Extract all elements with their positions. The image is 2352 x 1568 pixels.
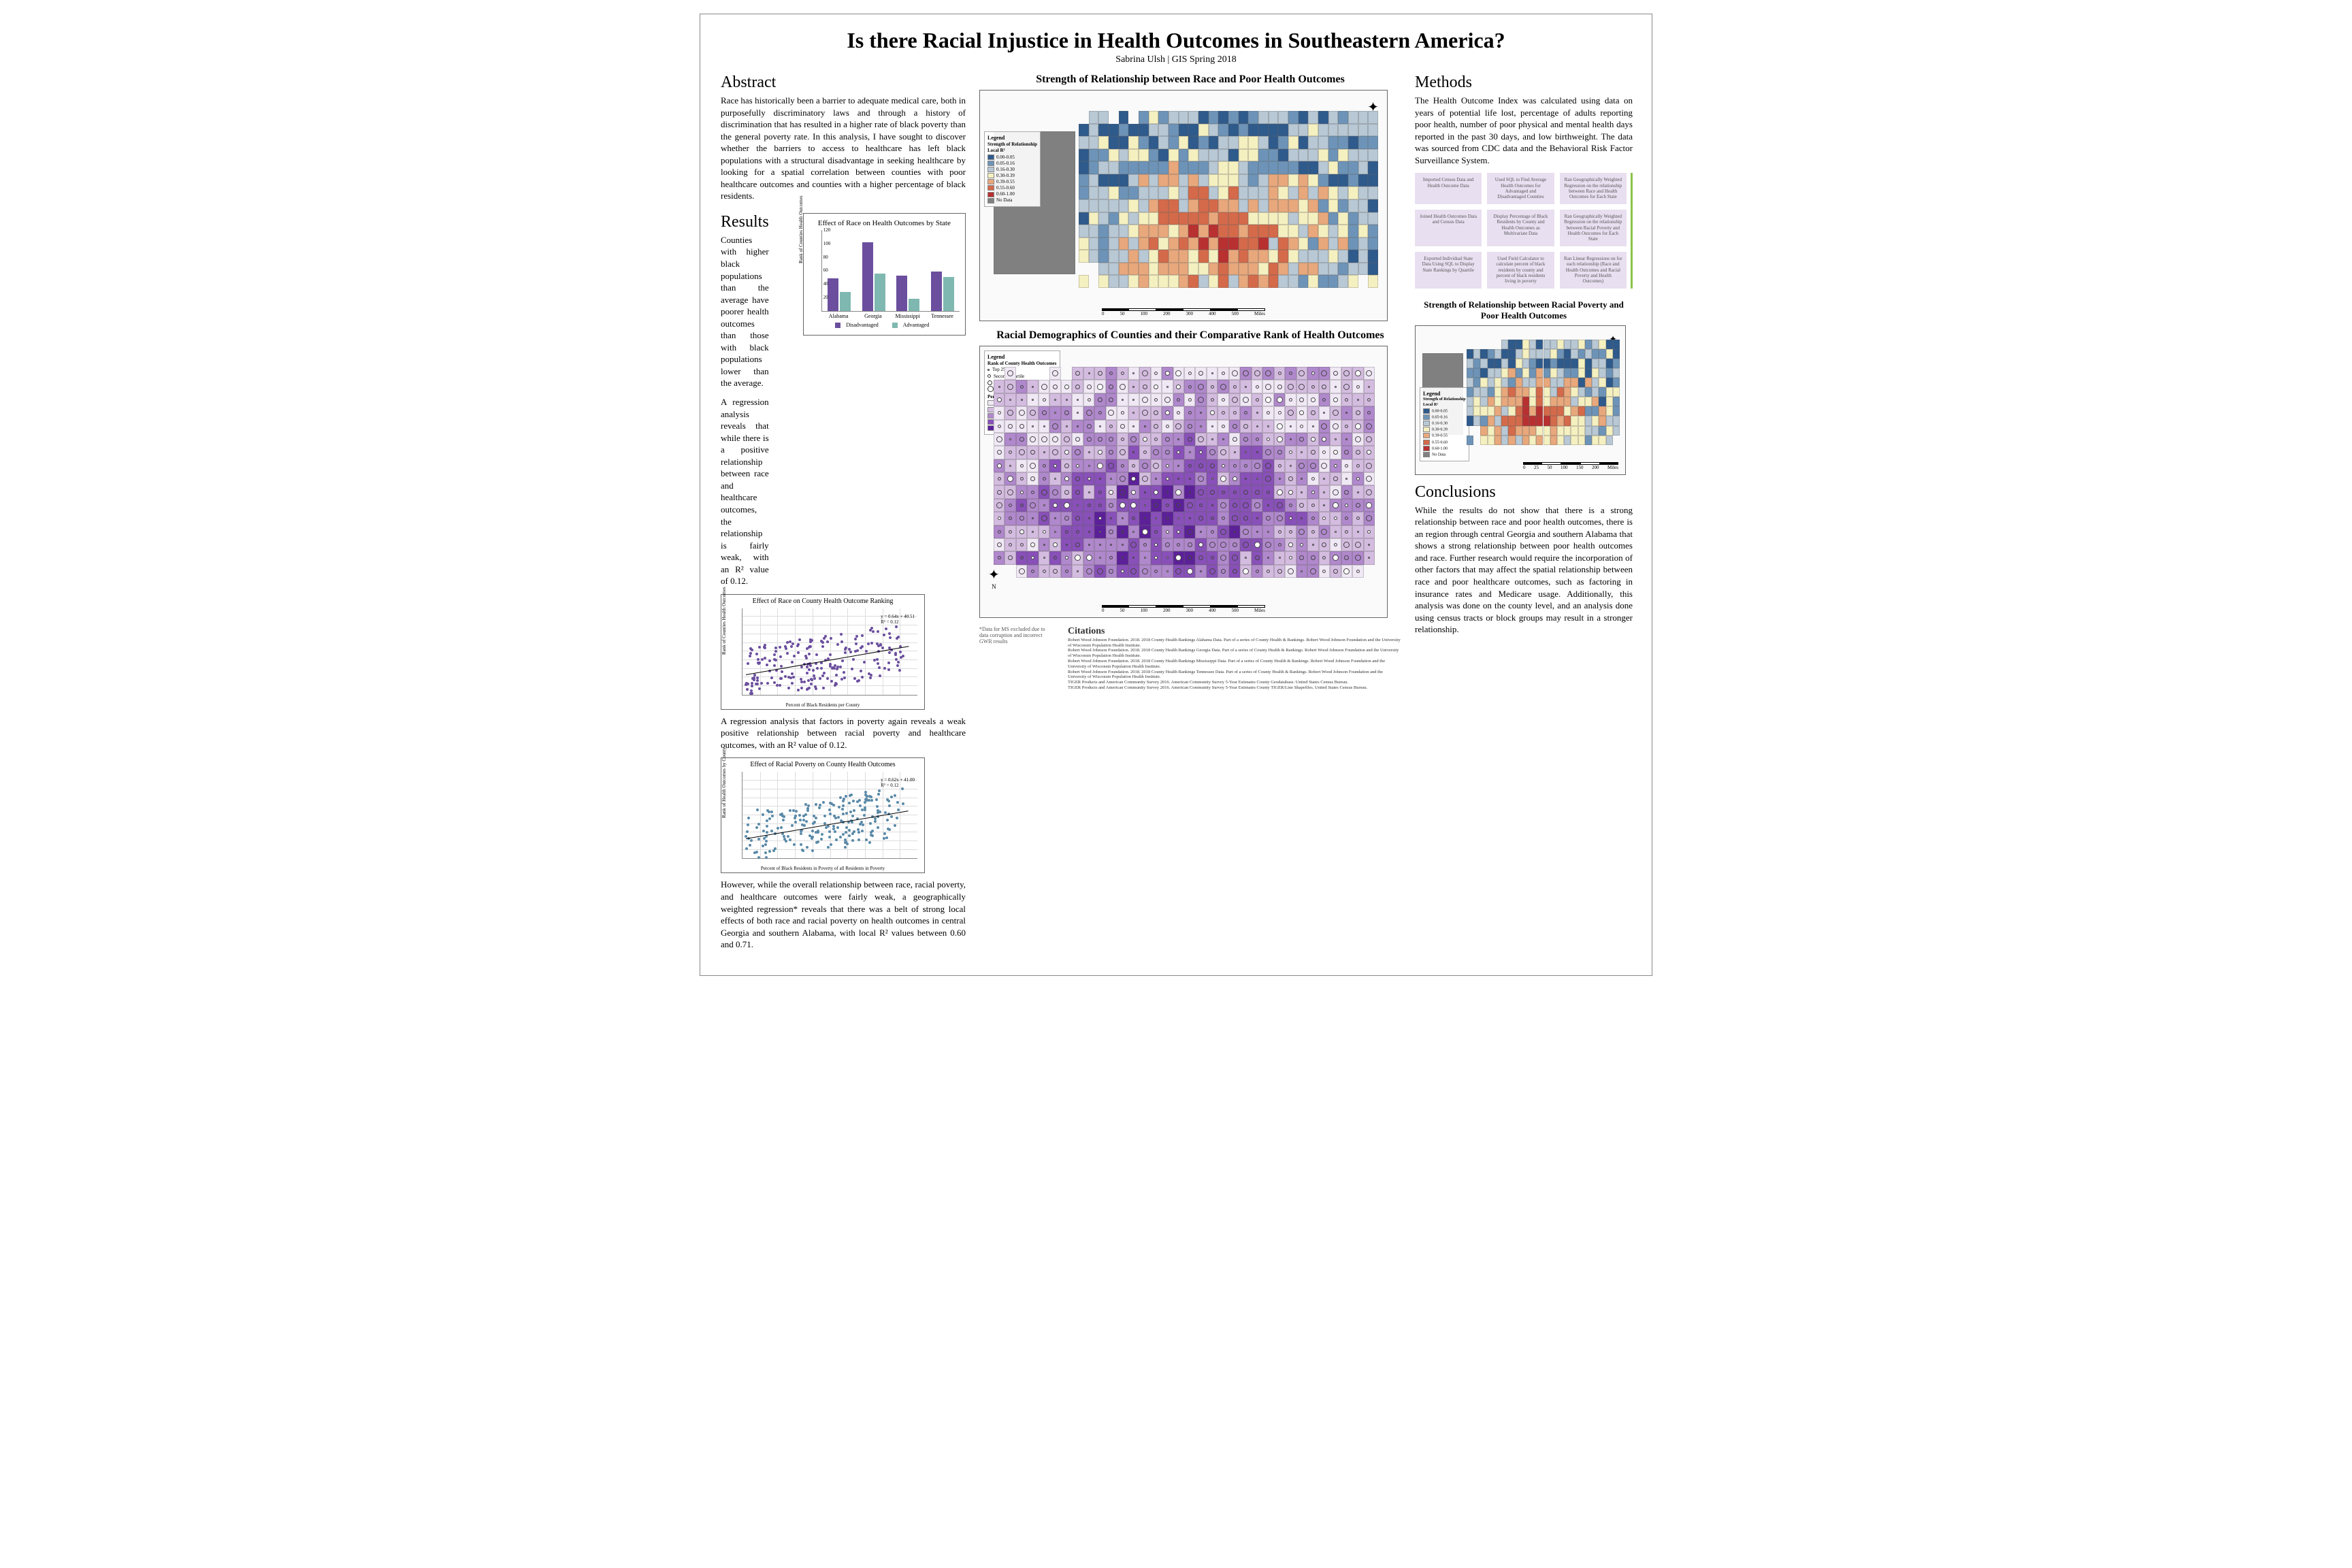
map3: ✦ LegendStrength of RelationshipLocal R²… — [1415, 325, 1626, 475]
map1-title: Strength of Relationship between Race an… — [979, 74, 1401, 86]
flow-step: Display Percentage of Black Residents by… — [1487, 210, 1554, 246]
results-p3: A regression analysis that factors in po… — [721, 715, 966, 751]
right-column: Methods The Health Outcome Index was cal… — [1415, 74, 1633, 962]
bar-labels: AlabamaGeorgiaMississippiTennessee — [821, 313, 960, 319]
flow-step: Used Field Calculator to calculate perce… — [1487, 252, 1554, 289]
scatter1-xlabel: Percent of Black Residents per County — [721, 702, 924, 708]
abstract-text: Race has historically been a barrier to … — [721, 95, 966, 202]
bar-chart: Effect of Race on Health Outcomes by Sta… — [803, 213, 966, 336]
citation-note: *Data for MS excluded due to data corrup… — [979, 626, 1054, 691]
bar-area: 20406080100120 — [821, 230, 960, 312]
methods-section: Methods The Health Outcome Index was cal… — [1415, 74, 1633, 289]
bar-legend: Disadvantaged Advantaged — [809, 322, 960, 328]
conclusions-text: While the results do not show that there… — [1415, 504, 1633, 636]
legend-dis: Disadvantaged — [846, 322, 879, 328]
scatter-race: Effect of Race on County Health Outcome … — [721, 594, 925, 710]
methods-text: The Health Outcome Index was calculated … — [1415, 95, 1633, 166]
flow-step: Exported Individual State Data Using SQL… — [1415, 252, 1482, 289]
results-p4: However, while the overall relationship … — [721, 879, 966, 950]
conclusions-heading: Conclusions — [1415, 483, 1633, 502]
results-heading: Results — [721, 213, 769, 231]
citations: *Data for MS excluded due to data corrup… — [979, 626, 1401, 691]
results-p1: Counties with higher black populations t… — [721, 234, 769, 389]
compass-icon: ✦ — [988, 566, 1000, 590]
methods-heading: Methods — [1415, 74, 1633, 92]
methods-flow: Imported Census Data and Health Outcome … — [1415, 173, 1633, 288]
scatter2-ylabel: Rank of Health Outcomes by County — [721, 747, 727, 818]
map3-title: Strength of Relationship between Racial … — [1415, 299, 1633, 321]
flow-step: Imported Census Data and Health Outcome … — [1415, 173, 1482, 204]
scatter1-eq: y = 0.64x + 40.51R² = 0.12 — [881, 614, 915, 625]
results-p2: A regression analysis reveals that while… — [721, 396, 769, 587]
abstract-section: Abstract Race has historically been a ba… — [721, 74, 966, 202]
title-block: Is there Racial Injustice in Health Outc… — [721, 28, 1631, 65]
left-column: Abstract Race has historically been a ba… — [721, 74, 966, 962]
legend-adv: Advantaged — [903, 322, 930, 328]
abstract-heading: Abstract — [721, 74, 966, 92]
conclusions-section: Conclusions While the results do not sho… — [1415, 483, 1633, 636]
map2: ✦ LegendRank of County Health OutcomesTo… — [979, 346, 1388, 618]
center-column: Strength of Relationship between Race an… — [979, 74, 1401, 962]
map1: ✦ LegendStrength of RelationshipLocal R²… — [979, 90, 1388, 321]
scatter1-ylabel: Rank of Counties Health Outcomes — [721, 587, 727, 655]
subtitle: Sabrina Ulsh | GIS Spring 2018 — [721, 54, 1631, 65]
map3-scalebar: 02550100150200Miles — [1523, 462, 1618, 470]
flow-step: Ran Geographically Weighted Regression o… — [1560, 210, 1627, 246]
scatter1-title: Effect of Race on County Health Outcome … — [721, 595, 924, 605]
scatter2-eq: y = 0.62x + 41.00R² = 0.12 — [881, 777, 915, 788]
citation-refs: Citations Robert Wood Johnson Foundation… — [1068, 626, 1401, 691]
page-title: Is there Racial Injustice in Health Outc… — [721, 28, 1631, 53]
flow-step: Used SQL to Find Average Health Outcomes… — [1487, 173, 1554, 204]
scatter2-title: Effect of Racial Poverty on County Healt… — [721, 758, 924, 768]
flow-step: Joined Health Outcomes Data and Census D… — [1415, 210, 1482, 246]
flow-step: Ran Linear Regressions on for each relat… — [1560, 252, 1627, 289]
bar-chart-title: Effect of Race on Health Outcomes by Sta… — [809, 219, 960, 227]
map2-title: Racial Demographics of Counties and thei… — [979, 329, 1401, 342]
map3-legend: LegendStrength of RelationshipLocal R²0.… — [1420, 387, 1469, 461]
bar-chart-ylabel: Rank of Counties Health Outcomes — [798, 195, 804, 263]
results-section: Results Counties with higher black popul… — [721, 213, 966, 951]
map2-scalebar: 050100200300400500Miles — [1102, 605, 1265, 613]
columns: Abstract Race has historically been a ba… — [721, 74, 1631, 962]
citations-heading: Citations — [1068, 626, 1401, 638]
poster: Is there Racial Injustice in Health Outc… — [700, 14, 1652, 976]
flow-step: Ran Geographically Weighted Regression o… — [1560, 173, 1627, 204]
scatter2-xlabel: Percent of Black Residents in Poverty of… — [721, 866, 924, 871]
scatter-poverty: Effect of Racial Poverty on County Healt… — [721, 757, 925, 873]
map1-legend: LegendStrength of RelationshipLocal R²0.… — [984, 131, 1041, 207]
map1-scalebar: 050100200300400500Miles — [1102, 308, 1265, 316]
